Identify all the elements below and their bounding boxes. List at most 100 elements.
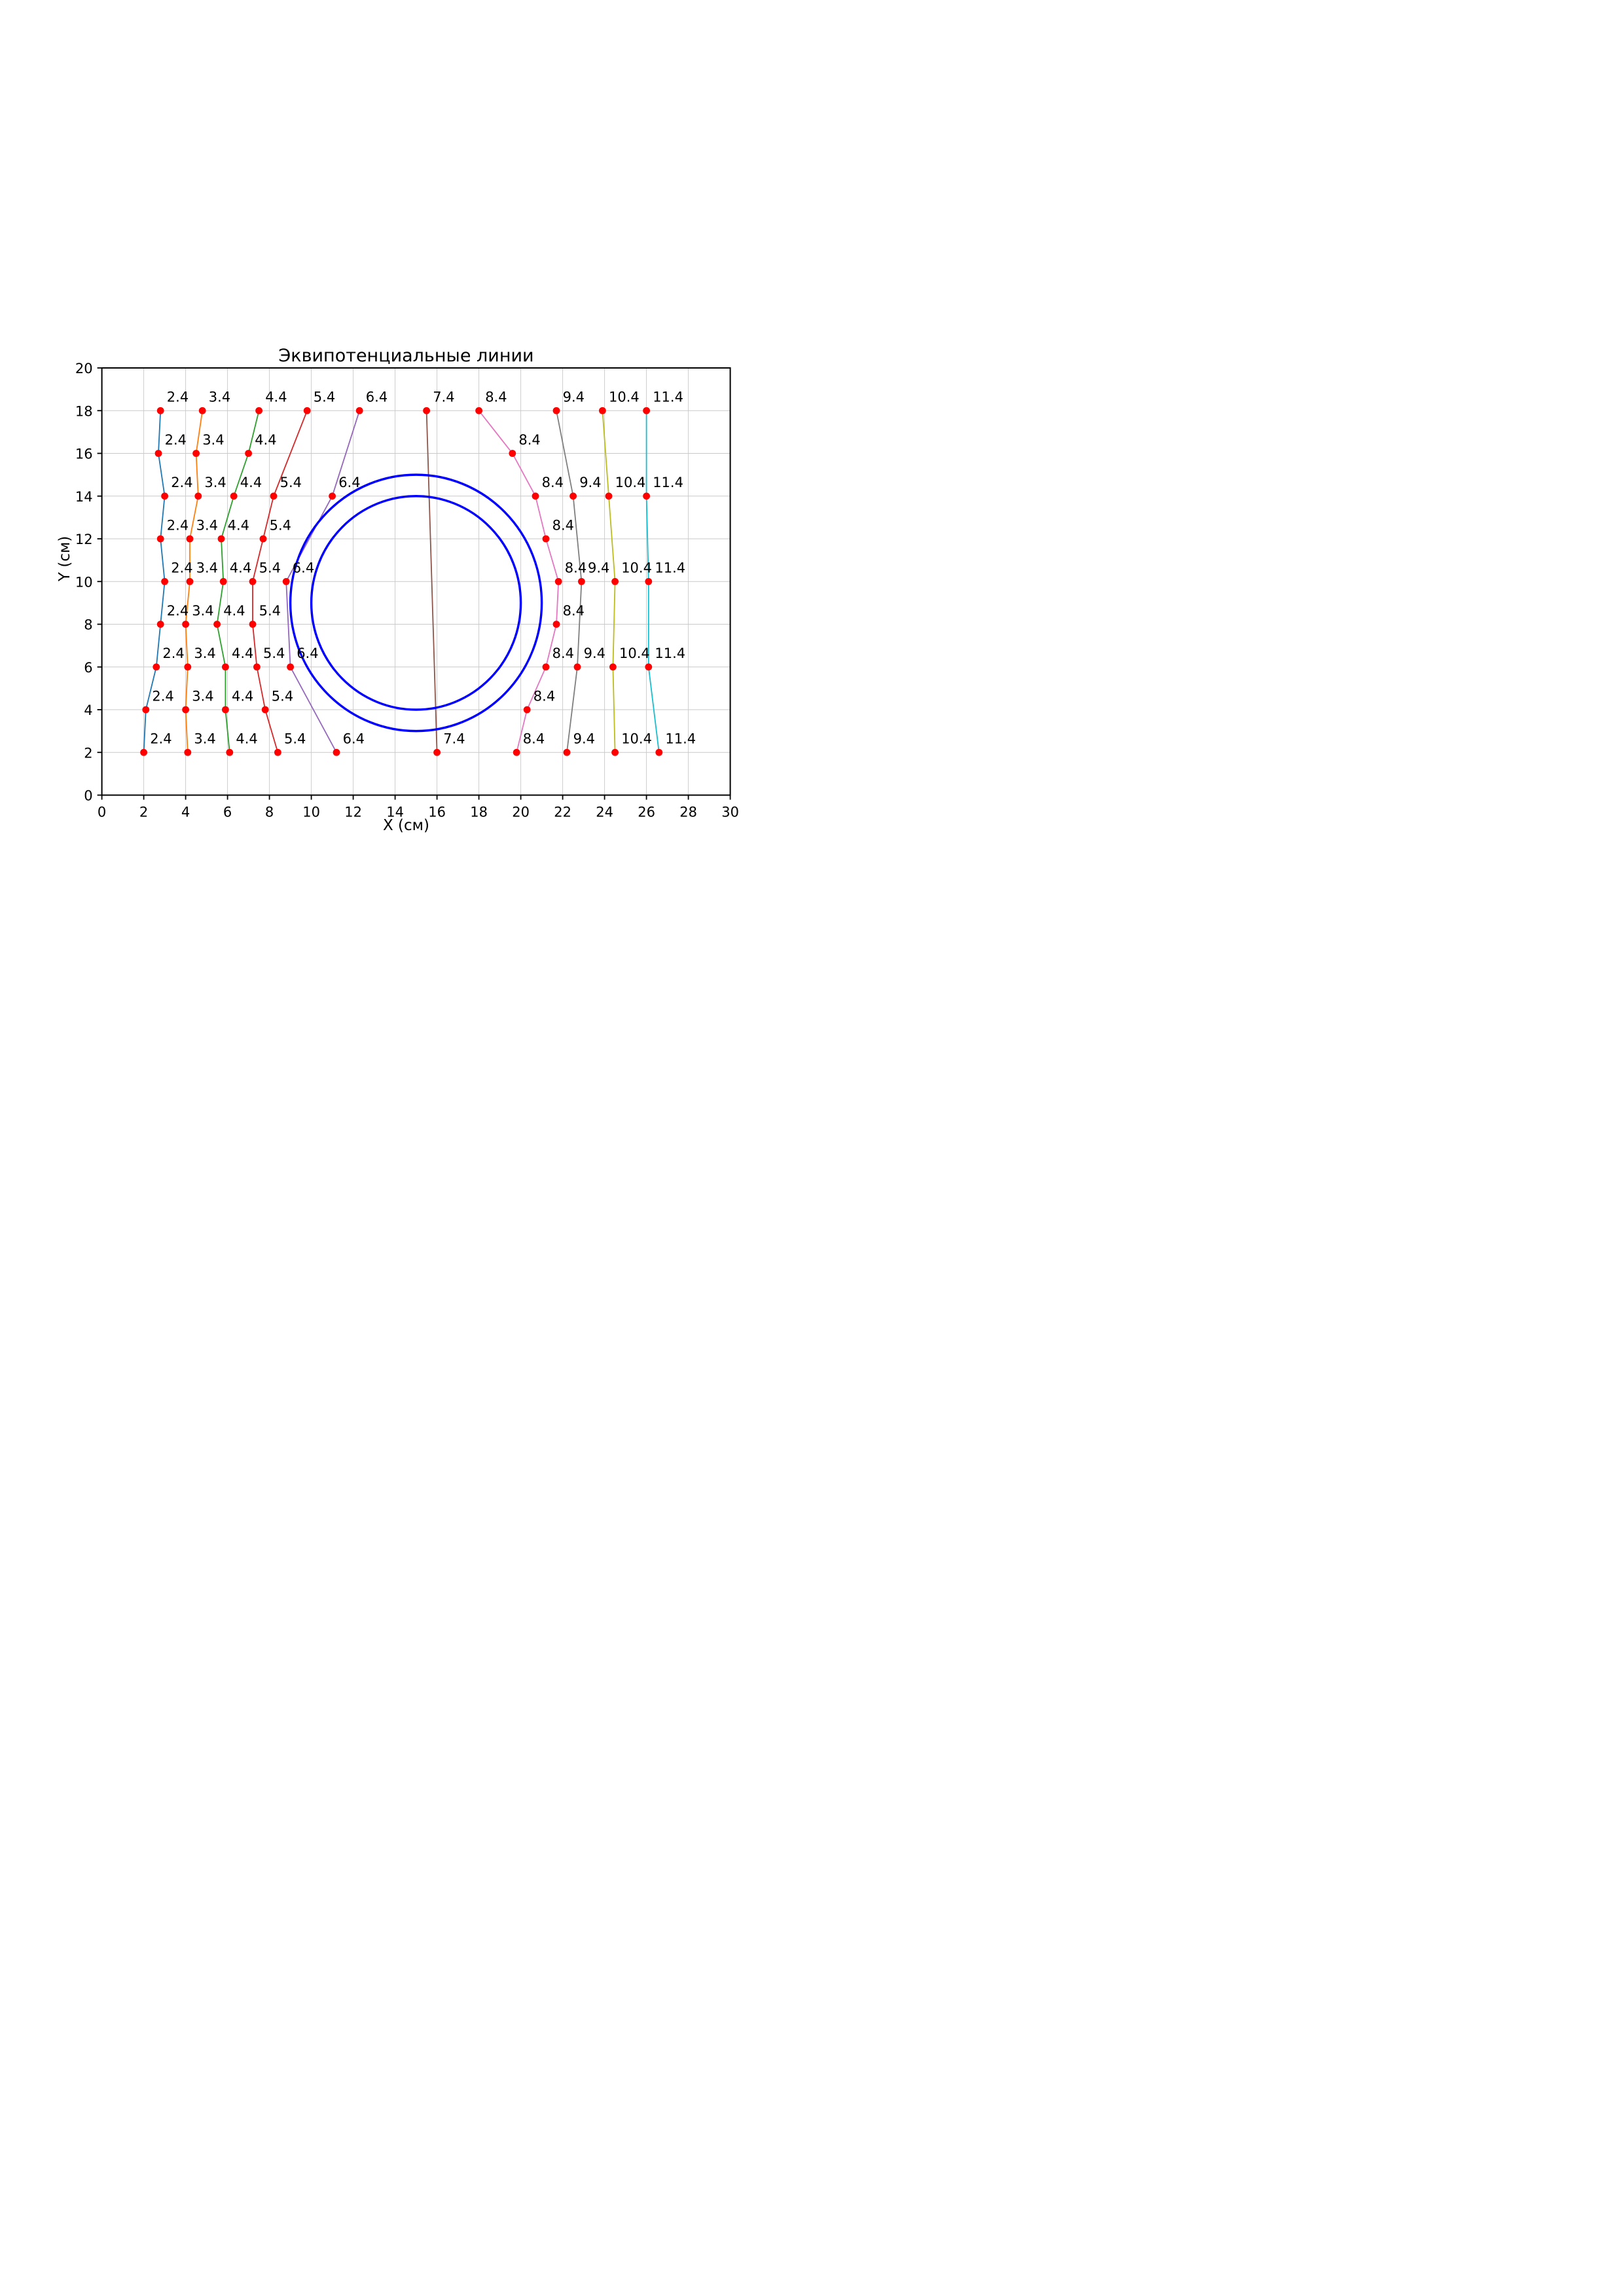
x-tick-label: 18 [470, 805, 488, 820]
data-point-marker [219, 577, 227, 585]
data-point-marker [186, 577, 194, 585]
x-tick-label: 20 [512, 805, 530, 820]
point-label: 4.4 [232, 688, 253, 704]
data-point-marker [226, 748, 234, 756]
point-label: 3.4 [209, 390, 230, 405]
point-label: 8.4 [485, 390, 507, 405]
data-point-marker [161, 492, 168, 500]
y-tick-label: 6 [84, 660, 92, 676]
point-label: 5.4 [314, 390, 335, 405]
point-label: 11.4 [655, 646, 685, 661]
point-label: 5.4 [270, 517, 291, 533]
point-label: 4.4 [240, 475, 262, 490]
data-point-marker [249, 577, 257, 585]
data-point-marker [475, 407, 482, 414]
y-tick-label: 14 [75, 489, 93, 505]
data-point-marker [329, 492, 336, 500]
chart-title: Эквипотенциальные линии [278, 346, 534, 366]
x-tick-label: 24 [596, 805, 613, 820]
data-point-marker [184, 663, 192, 671]
y-tick-label: 18 [75, 403, 93, 419]
x-tick-label: 28 [679, 805, 697, 820]
data-point-marker [249, 621, 257, 628]
point-label: 6.4 [343, 731, 365, 747]
point-label: 10.4 [621, 560, 652, 576]
data-point-marker [611, 577, 619, 585]
data-point-marker [182, 706, 189, 714]
data-point-marker [287, 663, 294, 671]
data-point-marker [554, 577, 562, 585]
x-tick-label: 30 [721, 805, 739, 820]
data-point-marker [542, 535, 550, 543]
data-point-marker [355, 407, 363, 414]
data-point-marker [192, 450, 200, 457]
data-point-marker [255, 407, 262, 414]
point-label: 7.4 [433, 390, 454, 405]
point-label: 10.4 [621, 731, 652, 747]
point-label: 3.4 [192, 603, 213, 619]
point-label: 9.4 [579, 475, 601, 490]
x-tick-label: 26 [638, 805, 655, 820]
point-label: 4.4 [232, 646, 253, 661]
data-point-marker [569, 492, 577, 500]
data-point-marker [154, 450, 162, 457]
point-label: 4.4 [228, 517, 249, 533]
point-label: 10.4 [615, 475, 646, 490]
point-label: 2.4 [162, 646, 184, 661]
data-point-marker [333, 748, 340, 756]
point-label: 8.4 [533, 688, 555, 704]
point-label: 2.4 [150, 731, 171, 747]
point-label: 11.4 [655, 560, 685, 576]
data-point-marker [609, 663, 617, 671]
point-label: 6.4 [293, 560, 314, 576]
data-point-marker [573, 663, 581, 671]
data-point-marker [253, 663, 261, 671]
data-point-marker [578, 577, 585, 585]
point-label: 3.4 [196, 560, 218, 576]
point-label: 2.4 [171, 560, 192, 576]
data-point-marker [513, 748, 520, 756]
point-label: 6.4 [297, 646, 318, 661]
x-tick-label: 8 [265, 805, 274, 820]
point-label: 8.4 [563, 603, 585, 619]
equipotential-chart: 2.42.42.42.42.42.42.42.42.43.43.43.43.43… [75, 361, 739, 820]
point-label: 2.4 [171, 475, 192, 490]
y-tick-label: 16 [75, 446, 93, 462]
data-point-marker [153, 663, 160, 671]
data-point-marker [552, 621, 560, 628]
x-axis-label: X (см) [382, 817, 429, 834]
point-label: 4.4 [223, 603, 245, 619]
point-label: 5.4 [259, 603, 281, 619]
x-tick-label: 12 [344, 805, 362, 820]
point-label: 2.4 [152, 688, 173, 704]
data-point-marker [222, 663, 229, 671]
point-label: 7.4 [443, 731, 465, 747]
data-point-marker [156, 535, 164, 543]
y-tick-label: 20 [75, 361, 93, 376]
data-point-marker [532, 492, 539, 500]
data-point-marker [140, 748, 148, 756]
x-tick-label: 6 [223, 805, 232, 820]
data-point-marker [156, 407, 164, 414]
data-point-marker [198, 407, 206, 414]
data-point-marker [523, 706, 531, 714]
point-label: 4.4 [265, 390, 287, 405]
data-point-marker [645, 577, 653, 585]
point-label: 5.4 [263, 646, 285, 661]
point-label: 3.4 [204, 475, 226, 490]
point-label: 3.4 [194, 731, 215, 747]
point-label: 8.4 [552, 646, 574, 661]
x-tick-label: 0 [98, 805, 106, 820]
data-point-marker [282, 577, 290, 585]
point-label: 9.4 [588, 560, 609, 576]
point-label: 2.4 [167, 603, 189, 619]
x-tick-label: 14 [386, 805, 404, 820]
data-point-marker [213, 621, 221, 628]
point-label: 8.4 [552, 517, 574, 533]
data-point-marker [542, 663, 550, 671]
electrode-circle-inner [310, 495, 522, 711]
figure: 2.4 2.4 2.4 2.4 2.4 2.4 2.4 2.4 2.4 3.4 3.4 3.4 3.4 3… [0, 0, 812, 1148]
point-label: 4.4 [230, 560, 251, 576]
point-label: 4.4 [255, 432, 276, 448]
point-label: 11.4 [653, 390, 683, 405]
